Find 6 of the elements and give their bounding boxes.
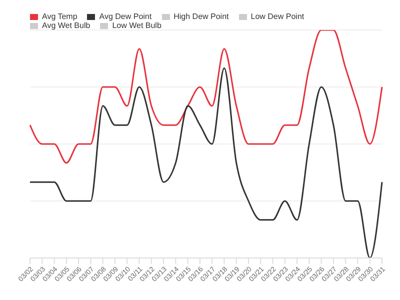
legend-label: Low Wet Bulb (112, 21, 162, 30)
legend-label: Avg Wet Bulb (42, 21, 90, 30)
legend-label: High Dew Point (174, 12, 229, 21)
legend-label: Low Dew Point (250, 12, 304, 21)
legend-label: Avg Dew Point (99, 12, 152, 21)
legend-label: Avg Temp (42, 12, 78, 21)
